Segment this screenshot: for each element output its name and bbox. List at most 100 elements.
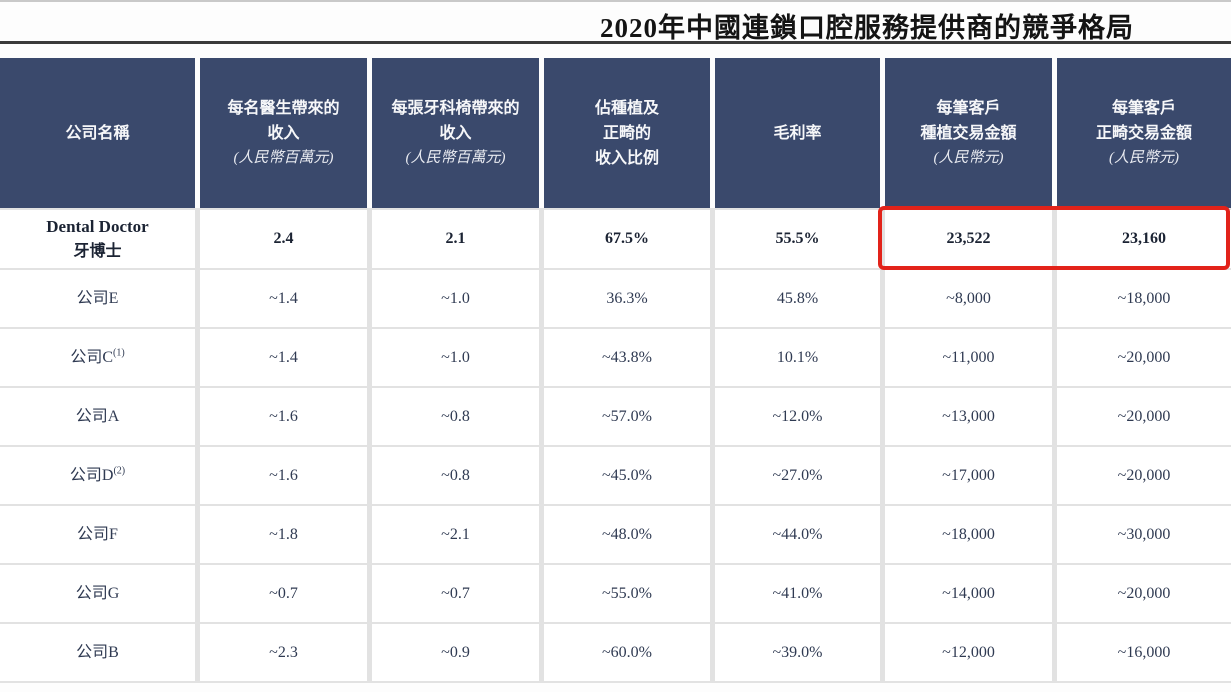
column-header-line: 正畸交易金額 — [1095, 125, 1192, 142]
company-name: 公司G — [76, 582, 120, 606]
value-cell: ~41.0% — [715, 565, 880, 622]
title-divider — [0, 41, 1231, 44]
footnote-marker: (1) — [113, 347, 125, 359]
company-name-text: 公司F — [77, 525, 118, 543]
value-cell: ~1.8 — [200, 506, 367, 563]
value-cell: ~2.3 — [200, 624, 367, 681]
column-header-line: 每筆客戶 — [1111, 100, 1176, 117]
company-name-en: Dental Doctor — [46, 217, 149, 236]
company-name-cell: 公司E — [0, 270, 195, 327]
company-name: 公司A — [76, 405, 120, 429]
value-cell: ~20,000 — [1057, 388, 1231, 445]
company-name-text: 公司A — [75, 407, 120, 425]
value-cell: ~18,000 — [885, 506, 1052, 563]
value-cell: 23,160 — [1057, 210, 1231, 268]
value-cell: 55.5% — [715, 210, 880, 268]
company-name-text: 公司C — [70, 348, 113, 366]
column-header-3: 佔種植及 正畸的 收入比例 — [544, 58, 710, 208]
company-name: 公司E — [77, 287, 119, 311]
value-cell: ~8,000 — [885, 270, 1052, 327]
value-cell: ~1.0 — [372, 270, 539, 327]
value-cell: ~17,000 — [885, 447, 1052, 504]
column-header-unit: (人民幣元) — [1109, 150, 1179, 166]
column-header-line: 正畸的 — [602, 124, 651, 142]
table-header-row: 公司名稱 每名醫生帶來的 收入 (人民幣百萬元) 每張牙科椅帶來的 收入 (人民幣百萬元) 佔… — [0, 58, 1231, 208]
company-name-cell: 公司F — [0, 506, 195, 563]
column-header-unit: (人民幣百萬元) — [233, 150, 334, 166]
column-header-line: 每張牙科椅帶來的 — [391, 100, 520, 117]
column-header-line: 每名醫生帶來的 — [227, 100, 340, 117]
footnote-marker: (2) — [113, 465, 126, 477]
value-cell: ~27.0% — [715, 447, 880, 504]
value-cell: ~14,000 — [885, 565, 1052, 622]
value-cell: 67.5% — [544, 210, 710, 268]
column-header-6: 每筆客戶正畸交易金額 (人民幣元) — [1057, 58, 1231, 208]
value-cell: ~0.9 — [372, 624, 539, 681]
value-cell: ~55.0% — [544, 565, 710, 622]
company-name: 公司C(1) — [70, 346, 124, 370]
column-header-unit: (人民幣百萬元) — [405, 150, 506, 166]
value-cell: ~20,000 — [1057, 565, 1231, 622]
company-name-text: 公司B — [76, 643, 119, 661]
value-cell: ~48.0% — [544, 506, 710, 563]
value-cell: ~57.0% — [544, 388, 710, 445]
company-name: 牙博士 — [73, 240, 121, 264]
value-cell: ~12,000 — [885, 624, 1052, 681]
value-cell: 45.8% — [715, 270, 880, 327]
company-name-cell: 公司D(2) — [0, 447, 195, 504]
value-cell: ~43.8% — [544, 329, 710, 386]
column-header-line: 收入 — [267, 125, 300, 142]
value-cell: ~45.0% — [544, 447, 710, 504]
company-name-cell: 公司C(1) — [0, 329, 195, 386]
company-name-text: 公司G — [75, 584, 120, 602]
column-header-unit: (人民幣元) — [933, 150, 1004, 166]
column-header-5: 每筆客戶種植交易金額 (人民幣元) — [885, 58, 1052, 208]
value-cell: ~0.7 — [200, 565, 367, 622]
column-header-line: 毛利率 — [773, 124, 822, 142]
column-header-1: 每名醫生帶來的 收入 (人民幣百萬元) — [200, 58, 367, 208]
company-name-cell: 公司B — [0, 624, 195, 681]
value-cell: ~20,000 — [1057, 329, 1231, 386]
column-header-line: 每筆客戶 — [936, 100, 1001, 117]
value-cell: 23,522 — [885, 210, 1052, 268]
value-cell: ~1.6 — [200, 447, 367, 504]
company-name: 公司F — [77, 523, 118, 547]
value-cell: ~1.0 — [372, 329, 539, 386]
competition-table: 公司名稱 每名醫生帶來的 收入 (人民幣百萬元) 每張牙科椅帶來的 收入 (人民幣百萬元) 佔… — [0, 58, 1231, 683]
value-cell: ~44.0% — [715, 506, 880, 563]
column-header-line: 公司名稱 — [65, 124, 130, 142]
value-cell: 2.4 — [200, 210, 367, 268]
company-name-cell: 公司A — [0, 388, 195, 445]
value-cell: ~0.8 — [372, 388, 539, 445]
value-cell: ~1.6 — [200, 388, 367, 445]
column-header-0: 公司名稱 — [0, 58, 195, 208]
page-title: 2020年中國連鎖口腔服務提供商的競爭格局 — [600, 13, 1134, 43]
value-cell: ~20,000 — [1057, 447, 1231, 504]
column-header-2: 每張牙科椅帶來的 收入 (人民幣百萬元) — [372, 58, 539, 208]
table-body: Dental Doctor 牙博士 2.4 2.1 67.5% 55.5% 23,522 23… — [0, 208, 1231, 683]
column-header-line: 收入 — [439, 125, 472, 142]
value-cell: ~0.8 — [372, 447, 539, 504]
value-cell: ~11,000 — [885, 329, 1052, 386]
company-name-cell: Dental Doctor 牙博士 — [0, 210, 195, 268]
company-name-text: 公司E — [76, 289, 119, 307]
value-cell: ~39.0% — [715, 624, 880, 681]
company-name-text: 牙博士 — [73, 243, 122, 260]
value-cell: 10.1% — [715, 329, 880, 386]
column-header-line: 佔種植及 — [594, 99, 659, 117]
value-cell: 2.1 — [372, 210, 539, 268]
column-header-line: 種植交易金額 — [920, 125, 1017, 142]
value-cell: 36.3% — [544, 270, 710, 327]
company-name: 公司D(2) — [70, 464, 125, 488]
value-cell: ~2.1 — [372, 506, 539, 563]
column-header-4: 毛利率 — [715, 58, 880, 208]
value-cell: ~0.7 — [372, 565, 539, 622]
company-name-cell: 公司G — [0, 565, 195, 622]
value-cell: ~18,000 — [1057, 270, 1231, 327]
company-name: 公司B — [76, 641, 119, 665]
value-cell: ~12.0% — [715, 388, 880, 445]
value-cell: ~13,000 — [885, 388, 1052, 445]
top-divider — [0, 0, 1231, 2]
value-cell: ~1.4 — [200, 329, 367, 386]
value-cell: ~30,000 — [1057, 506, 1231, 563]
